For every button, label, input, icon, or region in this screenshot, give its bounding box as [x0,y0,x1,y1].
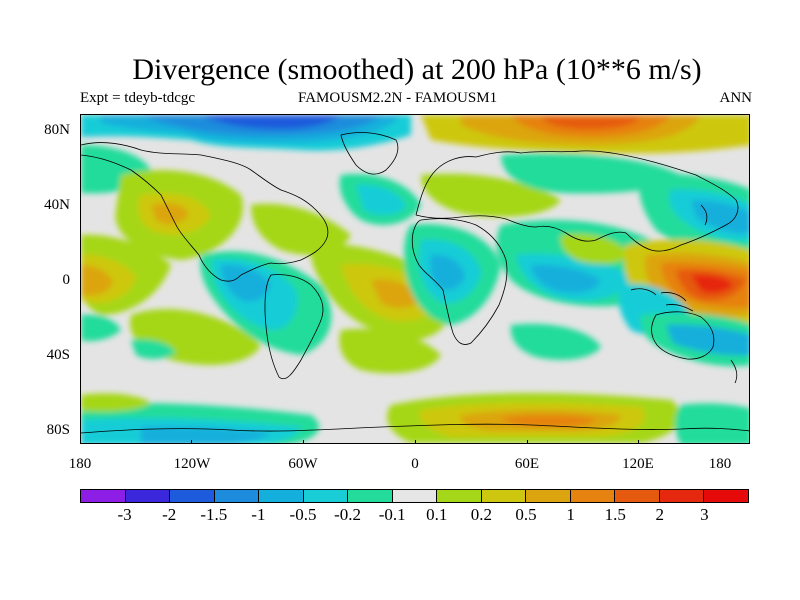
contour-region [339,328,441,374]
colorbar-label: 1.5 [604,505,626,524]
contour-region [501,153,681,194]
contour-region [691,274,733,293]
contour-region [131,339,176,359]
y-tick-label: 0 [62,272,71,288]
colorbar-label: 3 [700,505,709,524]
x-tick-mark [749,440,750,444]
colorbar-label: 0.1 [426,505,448,524]
colorbar-label: -2 [162,505,177,524]
colorbar-label: 0.2 [470,505,493,524]
x-tick-label: 0 [411,456,419,472]
coastline-eurasia [415,150,739,252]
colorbar-label: 1 [566,505,575,524]
x-tick-label: 120E [622,456,654,472]
colorbar-swatch [615,490,660,502]
x-tick-mark [527,440,528,444]
x-tick-mark [80,440,81,444]
colorbar-swatch [259,490,304,502]
y-tick-label: 40N [44,197,70,213]
contour-region [251,203,351,255]
contour-region [81,393,151,412]
contour-region [675,403,749,443]
coastline-greenland [340,132,399,175]
x-tick-mark [638,440,639,444]
x-tick-label: 60W [288,456,318,472]
contour-region [356,184,406,215]
x-tick-label: 120W [173,456,211,472]
contour-region [691,199,749,234]
colorbar-swatch [659,490,705,502]
contour-region [81,314,121,342]
coastlines [81,132,749,434]
y-tick-label: 80N [44,122,70,138]
colorbar-swatch [125,490,171,502]
x-tick-mark [303,440,304,444]
coastline-antarctica [81,423,749,434]
coastline-africa [411,218,508,345]
contour-region [501,415,596,427]
contour-region [221,264,271,302]
x-tick-label: 180 [708,456,732,472]
colorbar-label: -0.5 [289,505,317,524]
colorbar-label: -1.5 [200,505,228,524]
colorbar-swatch [170,490,215,502]
page-title: Divergence (smoothed) at 200 hPa (10**6 … [132,53,702,86]
x-tick-mark [415,440,416,444]
contour-region [421,173,561,217]
season-label: ANN [719,90,753,106]
colorbar-label: -1 [251,505,266,524]
experiment-label: Expt = tdeyb-tdcgc [80,90,196,106]
x-tick-label: 180 [68,456,92,472]
colorbar-swatch [526,490,571,502]
contour-region [81,265,113,296]
colorbar-label: 0.5 [515,505,537,524]
contour-region [201,115,341,129]
colorbar-swatch [481,490,527,502]
contour-fills [81,115,749,443]
contour-region [430,254,465,290]
contour-region [560,233,631,265]
coastline-australia [651,311,715,360]
contour-region [531,264,601,293]
colorbar-label: -0.2 [334,505,362,524]
x-tick-mark [191,440,192,444]
coastline-japan [700,204,708,226]
colorbar-swatch [81,490,126,502]
map-plot [81,115,749,443]
coastline-north-america [81,142,329,282]
y-tick-label: 80S [46,422,70,438]
colorbar-swatch [704,490,748,502]
colorbar-label: -3 [117,505,132,524]
contour-region [371,279,421,308]
x-tick-label: 60E [514,456,540,472]
colorbar-swatch [348,490,393,502]
colorbar [80,489,749,503]
coastline-indonesia [630,288,694,312]
colorbar-swatch [392,490,438,502]
colorbar-label: -0.1 [378,505,406,524]
colorbar-swatch [214,490,260,502]
colorbar-swatch [437,490,482,502]
model-comparison-label: FAMOUSM2.2N - FAMOUSM1 [298,90,498,106]
divergence-map [80,114,750,444]
colorbar-swatch [570,490,616,502]
coastline-south-america [264,274,324,380]
colorbar-swatch [303,490,349,502]
contour-region [510,323,601,360]
colorbar-label: 2 [655,505,665,524]
contour-region [666,324,749,356]
y-tick-label: 40S [46,347,70,363]
contour-region [541,117,641,129]
coastline-new-zealand [730,359,738,384]
